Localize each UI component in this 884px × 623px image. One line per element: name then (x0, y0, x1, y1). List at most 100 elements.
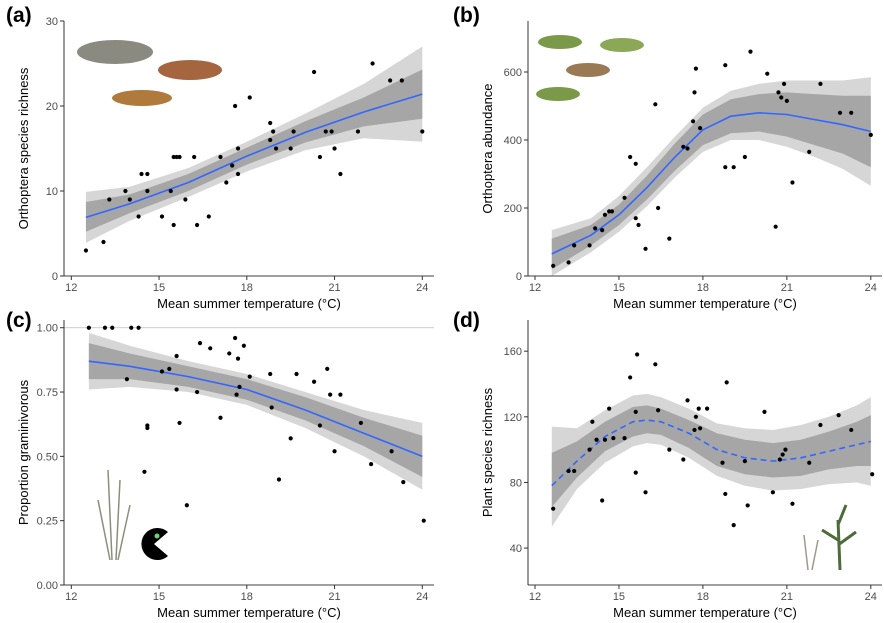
data-point (241, 343, 246, 348)
plant-illustrations (97, 469, 857, 571)
data-point (338, 171, 343, 177)
x-tick-label: 12 (65, 591, 77, 603)
data-point (369, 461, 374, 467)
data-point (145, 171, 150, 177)
data-point (317, 423, 323, 428)
data-point (572, 243, 577, 248)
x-tick-label: 24 (865, 282, 877, 294)
x-tick-label: 24 (416, 282, 428, 294)
data-point (566, 468, 571, 474)
grasshopper-image (112, 90, 172, 106)
fit-line (551, 419, 871, 487)
data-point (698, 426, 703, 431)
data-point (748, 49, 753, 54)
pacman-icon (141, 527, 168, 560)
data-point (773, 224, 778, 229)
panel-label: (a) (6, 4, 32, 27)
data-point (194, 222, 200, 228)
grasshopper-image (600, 38, 644, 52)
data-point (551, 263, 556, 268)
data-point (656, 205, 661, 211)
data-point (590, 419, 595, 424)
data-point (124, 377, 129, 382)
plant-image (821, 504, 857, 571)
data-point (777, 457, 782, 462)
data-point (693, 66, 699, 71)
insect-illustrations (77, 35, 644, 106)
data-point (633, 161, 638, 166)
data-point (218, 415, 223, 420)
data-point (633, 470, 638, 475)
data-point (870, 472, 875, 477)
data-point (780, 452, 785, 457)
x-tick-label: 24 (416, 591, 428, 603)
data-point (311, 379, 317, 384)
data-point (247, 95, 252, 100)
y-tick-label: 10 (46, 186, 58, 198)
data-point (691, 119, 696, 124)
x-tick-label: 15 (613, 282, 625, 294)
x-axis-label: Mean summer temperature (°C) (157, 296, 341, 311)
data-point (762, 409, 767, 414)
data-point (837, 110, 843, 115)
data-point (849, 110, 854, 115)
data-point (338, 392, 343, 397)
data-point (807, 460, 812, 465)
x-tick-label: 24 (865, 591, 877, 603)
data-point (294, 371, 299, 377)
data-point (317, 154, 323, 160)
data-point (849, 427, 854, 433)
data-point (587, 447, 592, 452)
panel: 12 15 18 21 24 0.00 0.25 0.50 0.75 1.00 Mean summe… (6, 309, 434, 620)
data-point (208, 346, 213, 351)
data-point (168, 188, 173, 194)
x-tick-label: 21 (328, 282, 340, 294)
data-point (328, 392, 333, 397)
data-point (273, 146, 279, 151)
data-point (271, 129, 276, 134)
fit-line (551, 111, 871, 255)
data-point (667, 236, 672, 241)
data-point (779, 95, 784, 100)
data-point (692, 90, 697, 95)
data-point (600, 498, 605, 503)
data-point (192, 154, 197, 160)
data-point (653, 102, 658, 107)
data-point (783, 447, 788, 452)
panel: 12 15 18 21 24 0 200 400 600 Mean summer temperat… (453, 4, 882, 311)
data-point (720, 460, 725, 465)
data-point (602, 212, 608, 217)
data-point (332, 449, 337, 454)
y-tick-label: 200 (504, 203, 522, 215)
data-point (776, 90, 781, 95)
inner-confidence-band (88, 343, 423, 477)
data-point (233, 335, 238, 341)
y-tick-label: 40 (510, 543, 522, 555)
data-point (681, 144, 686, 149)
data-point (174, 387, 179, 392)
data-point (311, 69, 317, 75)
data-point (685, 398, 690, 403)
data-point (656, 408, 661, 413)
data-point (227, 351, 232, 356)
fit-line (85, 93, 423, 219)
data-point (836, 413, 841, 418)
x-tick-label: 21 (781, 591, 793, 603)
data-point (233, 103, 238, 109)
data-point (681, 457, 686, 462)
data-point (807, 149, 812, 154)
data-point (136, 325, 141, 330)
data-point (325, 366, 330, 371)
data-point (288, 146, 293, 151)
x-tick-label: 15 (613, 591, 625, 603)
grasshopper-image (77, 40, 153, 64)
data-point (696, 406, 701, 411)
grasshopper-image (158, 60, 222, 80)
data-point (174, 154, 179, 160)
data-point (268, 137, 273, 143)
data-point (197, 341, 203, 346)
data-point (142, 469, 147, 474)
data-point (742, 459, 747, 464)
data-point (818, 81, 823, 86)
data-point (145, 188, 150, 194)
